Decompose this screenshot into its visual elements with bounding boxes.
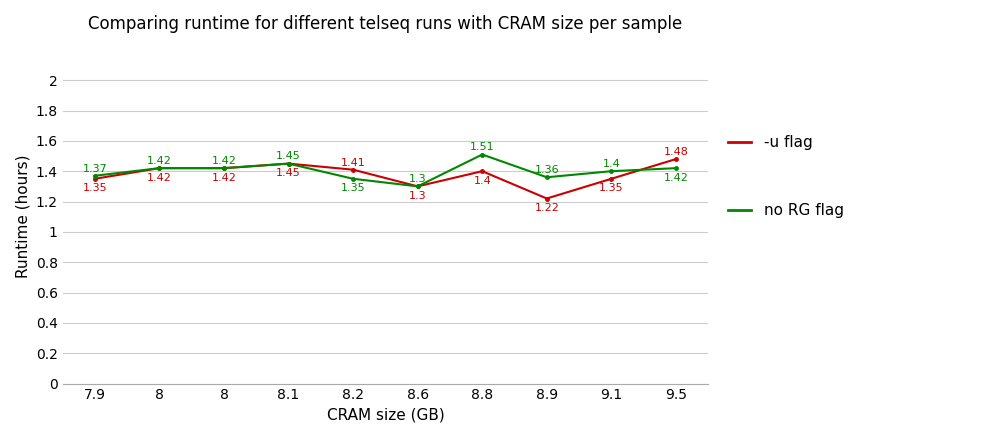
Text: 1.4: 1.4 [473,176,491,186]
Text: 1.35: 1.35 [340,183,366,193]
Text: 1.36: 1.36 [535,165,559,175]
Legend: -u flag, no RG flag: -u flag, no RG flag [722,129,850,225]
Y-axis label: Runtime (hours): Runtime (hours) [15,155,30,279]
Text: 1.37: 1.37 [83,163,107,173]
Title: Comparing runtime for different telseq runs with CRAM size per sample: Comparing runtime for different telseq r… [89,15,683,33]
Text: 1.51: 1.51 [470,142,494,152]
Text: 1.41: 1.41 [340,158,366,167]
X-axis label: CRAM size (GB): CRAM size (GB) [326,408,444,423]
Text: 1.22: 1.22 [535,203,559,213]
Text: 1.45: 1.45 [276,152,301,162]
Text: 1.35: 1.35 [83,183,107,193]
Text: 1.42: 1.42 [147,173,172,183]
Text: 1.35: 1.35 [599,183,623,193]
Text: 1.42: 1.42 [211,173,237,183]
Text: 1.42: 1.42 [211,156,237,166]
Text: 1.45: 1.45 [276,168,301,178]
Text: 1.42: 1.42 [147,156,172,166]
Text: 1.4: 1.4 [602,159,620,169]
Text: 1.3: 1.3 [409,191,427,201]
Text: 1.48: 1.48 [664,147,689,157]
Text: 1.3: 1.3 [409,174,427,184]
Text: 1.42: 1.42 [664,173,689,183]
